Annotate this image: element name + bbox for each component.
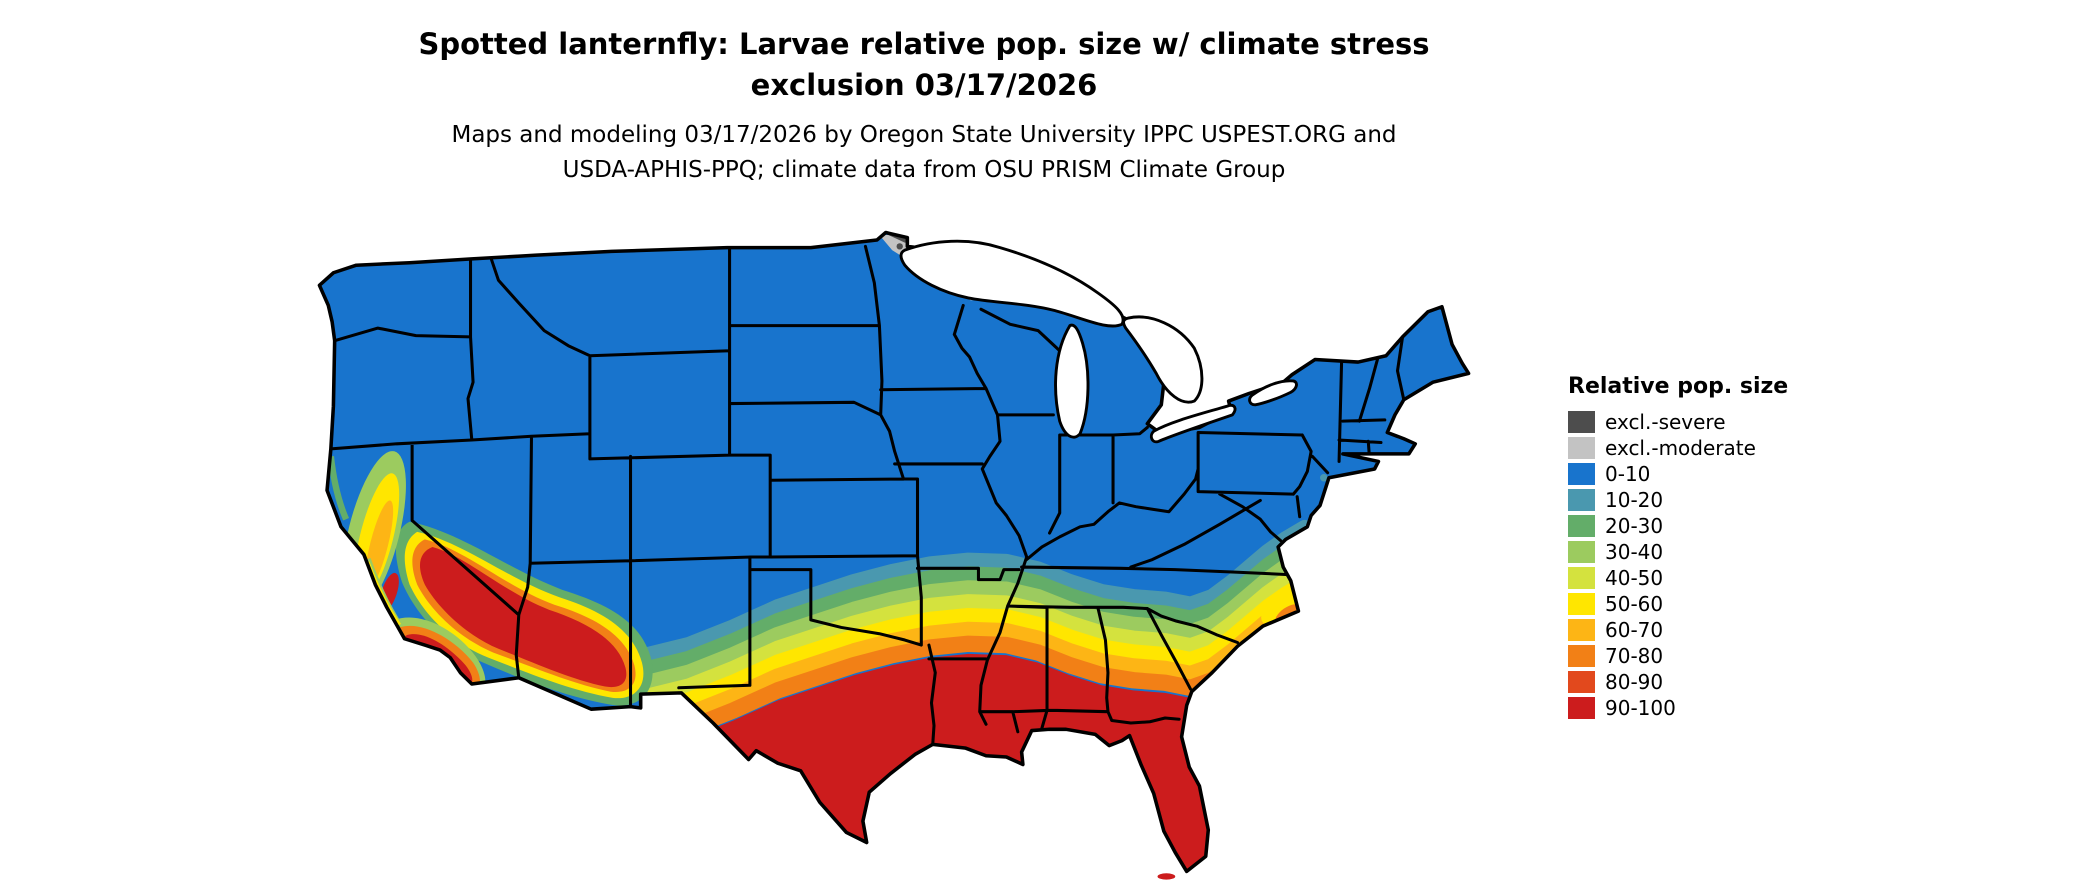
legend-item: 90-100 bbox=[1568, 695, 1868, 721]
map-subtitle: Maps and modeling 03/17/2026 by Oregon S… bbox=[0, 118, 1848, 187]
legend-swatch bbox=[1568, 515, 1595, 537]
legend-item: excl.-moderate bbox=[1568, 435, 1868, 461]
nation-outline bbox=[317, 230, 1471, 874]
us-map bbox=[317, 230, 1471, 880]
band-20-30 bbox=[640, 533, 1314, 678]
lake-huron bbox=[1122, 315, 1204, 404]
legend-item: excl.-severe bbox=[1568, 409, 1868, 435]
legend-item: 80-90 bbox=[1568, 669, 1868, 695]
legend-item: 70-80 bbox=[1568, 643, 1868, 669]
legend-swatch bbox=[1568, 411, 1595, 433]
band-10-20 bbox=[640, 519, 1314, 664]
map-subtitle-line2: USDA-APHIS-PPQ; climate data from OSU PR… bbox=[562, 156, 1286, 183]
legend-label: 0-10 bbox=[1605, 462, 1651, 486]
legend-label: 70-80 bbox=[1605, 644, 1664, 668]
legend-swatch bbox=[1568, 619, 1595, 641]
legend-swatch bbox=[1568, 541, 1595, 563]
legend-swatch bbox=[1568, 463, 1595, 485]
legend-label: 20-30 bbox=[1605, 514, 1664, 538]
legend-item: 60-70 bbox=[1568, 617, 1868, 643]
band-40-50 bbox=[640, 561, 1314, 705]
legend-item: 20-30 bbox=[1568, 513, 1868, 539]
great-lakes bbox=[899, 239, 1298, 444]
legend-swatch bbox=[1568, 567, 1595, 589]
map-title: Spotted lanternfly: Larvae relative pop.… bbox=[0, 24, 1848, 106]
legend-items: excl.-severe excl.-moderate 0-10 10-20 20-30… bbox=[1568, 409, 1868, 721]
legend-item: 30-40 bbox=[1568, 539, 1868, 565]
map-title-line2: exclusion 03/17/2026 bbox=[750, 68, 1098, 103]
nyc-teal-dot bbox=[1320, 473, 1328, 482]
legend-label: 10-20 bbox=[1605, 488, 1664, 512]
lake-superior bbox=[899, 239, 1125, 328]
map-subtitle-line1: Maps and modeling 03/17/2026 by Oregon S… bbox=[451, 122, 1397, 148]
legend-swatch bbox=[1568, 489, 1595, 511]
band-50-60 bbox=[640, 575, 1314, 719]
map-title-line1: Spotted lanternfly: Larvae relative pop.… bbox=[418, 27, 1430, 61]
exclusion-severe-dot bbox=[896, 243, 903, 250]
state-borders bbox=[329, 244, 1406, 746]
band-30-40 bbox=[640, 547, 1314, 691]
legend-title: Relative pop. size bbox=[1568, 374, 1789, 399]
legend-item: 0-10 bbox=[1568, 461, 1868, 487]
florida-keys-red bbox=[1157, 873, 1176, 880]
legend-swatch bbox=[1568, 437, 1595, 459]
nj-teal-dot bbox=[1328, 485, 1335, 493]
norcal-coast-green bbox=[327, 456, 350, 521]
legend-item: 10-20 bbox=[1568, 487, 1868, 513]
legend: Relative pop. size excl.-severe excl.-mod… bbox=[1568, 374, 1868, 721]
legend-swatch bbox=[1568, 645, 1595, 667]
legend-label: 40-50 bbox=[1605, 566, 1664, 590]
legend-swatch bbox=[1568, 671, 1595, 693]
legend-label: excl.-severe bbox=[1605, 410, 1726, 434]
lake-michigan bbox=[1054, 323, 1090, 439]
legend-item: 40-50 bbox=[1568, 565, 1868, 591]
legend-label: 30-40 bbox=[1605, 540, 1664, 564]
legend-label: excl.-moderate bbox=[1605, 436, 1756, 460]
legend-label: 60-70 bbox=[1605, 618, 1664, 642]
legend-label: 80-90 bbox=[1605, 670, 1664, 694]
sw-core-red bbox=[419, 546, 627, 688]
legend-label: 50-60 bbox=[1605, 592, 1664, 616]
legend-swatch bbox=[1568, 593, 1595, 615]
us-map-container bbox=[308, 230, 1527, 884]
legend-swatch bbox=[1568, 697, 1595, 719]
lake-ontario bbox=[1248, 379, 1298, 407]
legend-label: 90-100 bbox=[1605, 696, 1676, 720]
legend-item: 50-60 bbox=[1568, 591, 1868, 617]
lake-erie bbox=[1149, 404, 1237, 444]
map-fill-layers bbox=[319, 232, 1469, 872]
